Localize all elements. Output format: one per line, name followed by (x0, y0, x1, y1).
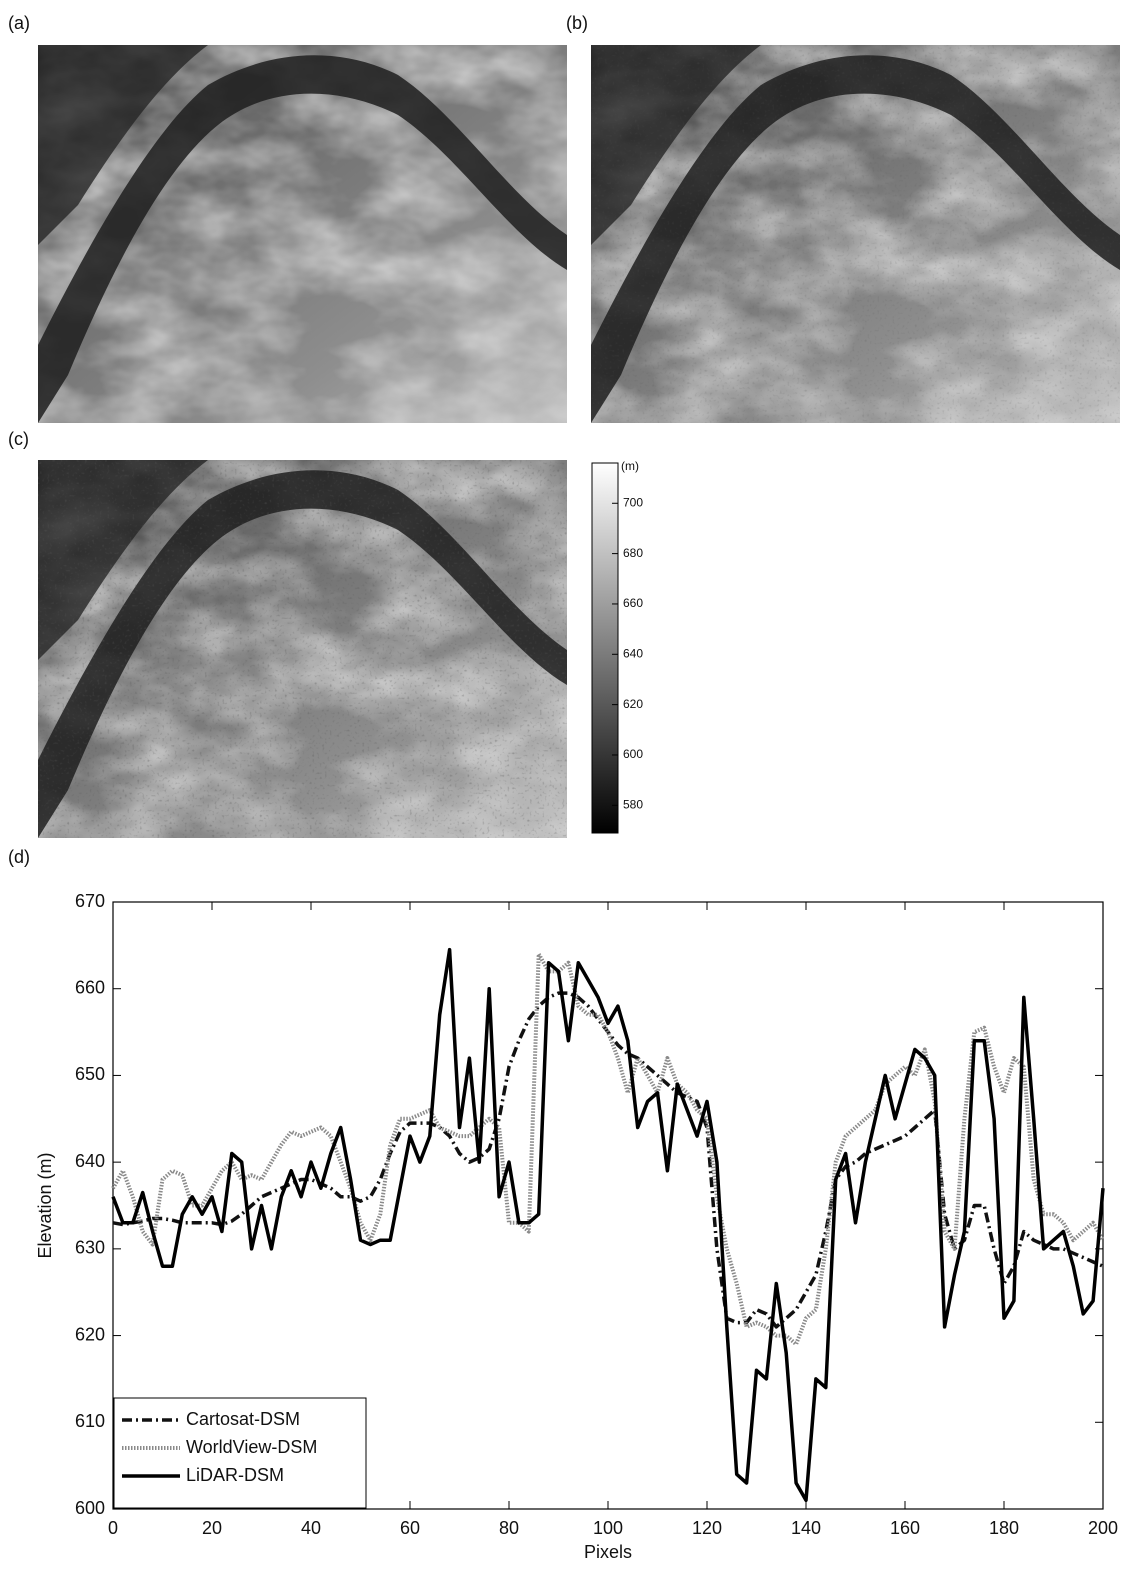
x-tick-label: 0 (108, 1518, 118, 1538)
y-tick-label: 640 (75, 1151, 105, 1171)
dsm-image-a (38, 45, 567, 423)
panel-label: (a) (8, 13, 30, 33)
colorbar-unit: (m) (621, 459, 639, 473)
data-line (111, 952, 1105, 1347)
panel-label: (d) (8, 847, 30, 867)
legend-label: WorldView-DSM (186, 1437, 317, 1457)
legend-box (113, 1397, 367, 1509)
y-axis-label: Elevation (m) (35, 1152, 55, 1258)
y-tick-label: 620 (75, 1324, 105, 1344)
data-line (111, 947, 1105, 1503)
legend-label: LiDAR-DSM (186, 1465, 284, 1485)
x-tick-label: 60 (400, 1518, 420, 1538)
image-texture (38, 460, 567, 838)
y-tick-label: 670 (75, 891, 105, 911)
x-tick-label: 120 (692, 1518, 722, 1538)
x-tick-label: 100 (593, 1518, 623, 1538)
x-tick-label: 80 (499, 1518, 519, 1538)
x-tick-label: 160 (890, 1518, 920, 1538)
panel-label: (c) (8, 429, 29, 449)
colorbar-tick-label: 660 (623, 596, 643, 610)
image-texture (591, 45, 1120, 423)
x-axis-label: Pixels (584, 1542, 632, 1562)
x-tick-label: 200 (1088, 1518, 1118, 1538)
y-tick-label: 610 (75, 1411, 105, 1431)
colorbar-tick-label: 700 (623, 495, 643, 509)
colorbar-tick-label: 680 (623, 546, 643, 560)
x-tick-label: 20 (202, 1518, 222, 1538)
legend-label: Cartosat-DSM (186, 1409, 300, 1429)
colorbar (591, 462, 619, 834)
y-tick-label: 630 (75, 1238, 105, 1258)
colorbar-tick-label: 600 (623, 747, 643, 761)
colorbar-tick-label: 640 (623, 646, 643, 660)
y-tick-label: 600 (75, 1498, 105, 1518)
y-tick-label: 650 (75, 1064, 105, 1084)
panel-label: (b) (566, 13, 588, 33)
colorbar-tick-label: 620 (623, 697, 643, 711)
y-tick-label: 660 (75, 977, 105, 997)
x-tick-label: 180 (989, 1518, 1019, 1538)
x-tick-label: 140 (791, 1518, 821, 1538)
x-tick-label: 40 (301, 1518, 321, 1538)
colorbar-tick-label: 580 (623, 797, 643, 811)
